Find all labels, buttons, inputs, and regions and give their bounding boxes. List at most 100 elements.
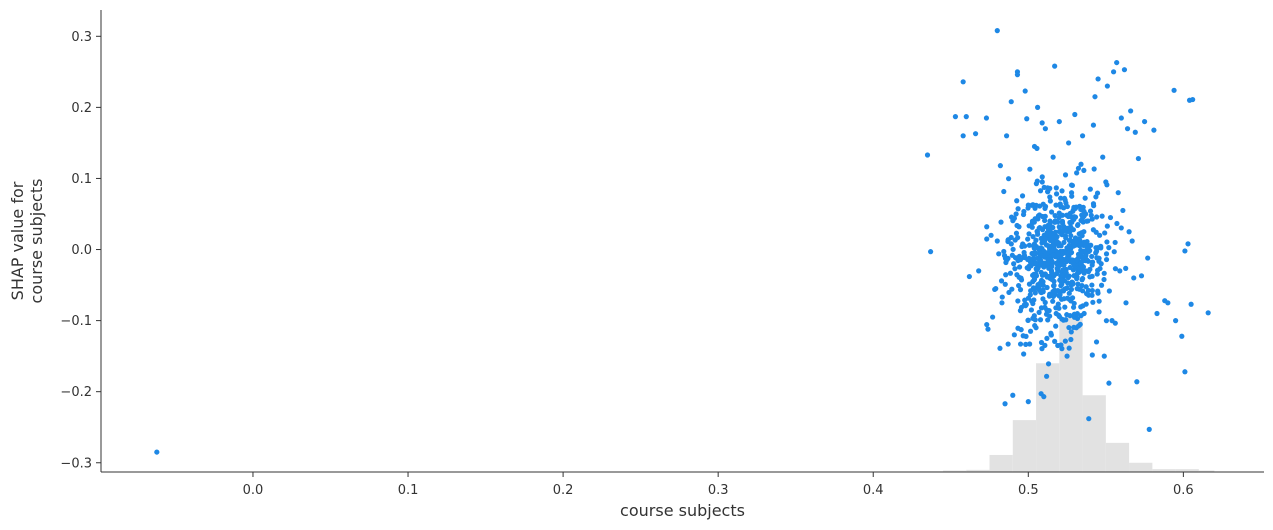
data-point [1022,243,1028,249]
data-point [1090,201,1097,207]
data-point [1074,170,1080,176]
data-point [1102,230,1108,236]
data-point [1051,289,1057,295]
data-point [1134,379,1140,385]
data-point [1028,288,1034,294]
data-point [1018,275,1024,281]
data-point [966,273,972,280]
data-point [1044,284,1050,291]
data-point [1047,222,1053,228]
x-tick-label: 0.5 [1018,483,1039,498]
data-point [1018,304,1025,311]
data-point [928,249,934,255]
data-point [1115,190,1121,196]
data-point [999,294,1005,300]
data-point [1072,111,1078,118]
data-point [1089,253,1095,260]
data-point [1024,116,1030,122]
data-point [1111,249,1117,255]
data-point [1055,301,1061,307]
data-point [1016,253,1023,259]
data-point [1027,341,1033,347]
data-point [1106,380,1112,386]
data-point [1035,104,1041,110]
data-point [1071,324,1077,330]
data-point [1182,248,1188,254]
data-point [1015,298,1021,304]
data-point [1104,239,1110,245]
data-point [1012,266,1018,272]
data-point [1042,126,1048,132]
data-point [1010,246,1016,252]
data-point [1032,286,1038,292]
data-point [1095,290,1101,296]
data-point [1104,182,1110,188]
data-point [1058,261,1064,268]
data-point [1057,291,1063,297]
data-point [1135,155,1141,162]
data-point [1080,303,1086,309]
data-point [1045,226,1052,232]
data-point [1026,231,1032,237]
data-point [1051,241,1057,247]
data-point [1062,172,1069,178]
histogram-bar [1129,462,1153,472]
data-point [1042,304,1048,310]
data-point [1053,323,1059,329]
data-point [997,345,1003,351]
data-point [1096,298,1102,304]
data-point [1039,240,1045,246]
data-point [1039,272,1046,278]
data-point [1023,333,1029,339]
data-point [1008,99,1014,105]
data-point [1047,194,1053,200]
data-point [1112,266,1119,272]
data-point [1066,290,1072,296]
x-tick-label: 0.1 [398,483,419,498]
data-point [1037,188,1044,194]
data-point [1068,182,1075,188]
data-point [1070,304,1077,310]
data-point [1046,273,1052,280]
data-point [1075,281,1081,287]
data-point [1044,373,1050,379]
data-point [1014,222,1020,229]
y-ticks: 0.3 0.2 0.1 0.0 −0.1 −0.2 −0.3 [60,30,101,471]
data-point [1059,346,1065,352]
data-point [1112,239,1118,246]
data-point [952,114,959,120]
data-point [1017,287,1024,293]
data-point [1097,232,1103,238]
data-point [988,232,994,238]
y-tick-label: −0.2 [60,385,92,400]
data-point [1042,213,1048,219]
histogram-bar [989,454,1013,472]
data-point [1016,264,1023,270]
y-tick-label: 0.3 [71,30,92,45]
data-point [1141,118,1148,125]
data-point [1075,165,1082,171]
data-point [1079,258,1086,264]
data-point [1045,361,1052,367]
data-point [1069,279,1075,285]
data-point [1042,205,1048,211]
data-point [1030,315,1036,321]
data-point [1038,391,1044,397]
data-point [1052,338,1058,344]
data-point [1045,257,1051,263]
y-axis-label: SHAP value for course subjects [8,179,46,304]
data-point [1093,250,1099,256]
x-tick-label: 0.4 [863,483,884,498]
data-point [1016,282,1022,289]
data-point [1096,309,1102,315]
data-point [1086,416,1092,422]
data-point [990,314,996,320]
data-point [1052,63,1058,69]
data-point [1188,301,1194,307]
data-point [1123,300,1129,306]
data-point [1205,310,1211,316]
data-point [1063,200,1069,206]
data-point [1011,261,1017,267]
data-point [1035,255,1041,261]
data-point [1095,267,1101,273]
